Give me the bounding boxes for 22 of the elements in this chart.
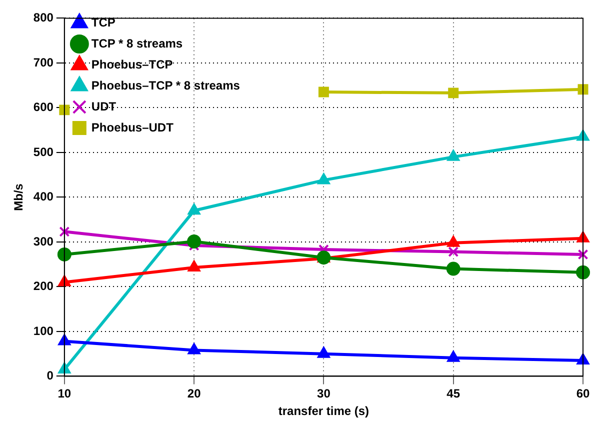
y-axis-title: Mb/s — [12, 183, 26, 211]
y-tick-label: 700 — [33, 55, 54, 70]
x-tick-label: 45 — [446, 386, 460, 401]
legend-label: TCP * 8 streams — [91, 36, 183, 50]
x-tick-label: 10 — [58, 386, 72, 401]
y-tick-label: 300 — [33, 234, 54, 248]
y-tick-label: 800 — [33, 10, 54, 25]
x-tick-label: 30 — [317, 386, 331, 401]
legend-label: UDT — [91, 99, 117, 114]
y-tick-label: 200 — [33, 279, 54, 294]
legend-label: Phoebus–TCP — [91, 57, 173, 72]
legend-label: TCP — [91, 15, 116, 30]
y-tick-label: 0 — [46, 368, 54, 383]
y-tick-label: 500 — [33, 144, 54, 159]
x-tick-label: 20 — [187, 386, 202, 401]
y-tick-label: 600 — [33, 100, 54, 114]
y-tick-label: 400 — [33, 190, 54, 204]
legend-label: Phoebus–UDT — [91, 120, 174, 134]
x-tick-label: 60 — [576, 386, 590, 401]
x-axis-title: transfer time (s) — [278, 404, 370, 418]
y-tick-label: 100 — [33, 324, 54, 338]
legend-label: Phoebus–TCP * 8 streams — [91, 78, 240, 92]
